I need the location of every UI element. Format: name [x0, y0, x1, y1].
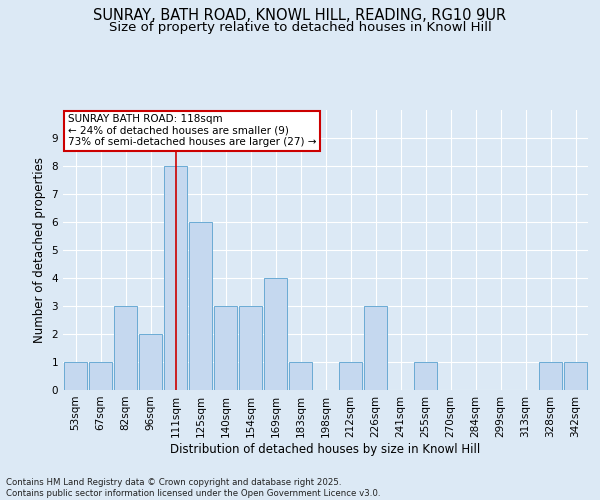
Bar — [264, 278, 287, 390]
Bar — [339, 362, 362, 390]
Bar — [289, 362, 312, 390]
Bar — [564, 362, 587, 390]
Bar — [114, 306, 137, 390]
Bar — [414, 362, 437, 390]
Bar — [89, 362, 112, 390]
Bar — [189, 222, 212, 390]
X-axis label: Distribution of detached houses by size in Knowl Hill: Distribution of detached houses by size … — [170, 442, 481, 456]
Text: SUNRAY, BATH ROAD, KNOWL HILL, READING, RG10 9UR: SUNRAY, BATH ROAD, KNOWL HILL, READING, … — [94, 8, 506, 22]
Bar — [64, 362, 87, 390]
Bar — [214, 306, 237, 390]
Y-axis label: Number of detached properties: Number of detached properties — [33, 157, 46, 343]
Text: SUNRAY BATH ROAD: 118sqm
← 24% of detached houses are smaller (9)
73% of semi-de: SUNRAY BATH ROAD: 118sqm ← 24% of detach… — [68, 114, 317, 148]
Bar — [139, 334, 162, 390]
Bar — [539, 362, 562, 390]
Bar — [364, 306, 387, 390]
Bar — [164, 166, 187, 390]
Text: Contains HM Land Registry data © Crown copyright and database right 2025.
Contai: Contains HM Land Registry data © Crown c… — [6, 478, 380, 498]
Text: Size of property relative to detached houses in Knowl Hill: Size of property relative to detached ho… — [109, 22, 491, 35]
Bar — [239, 306, 262, 390]
